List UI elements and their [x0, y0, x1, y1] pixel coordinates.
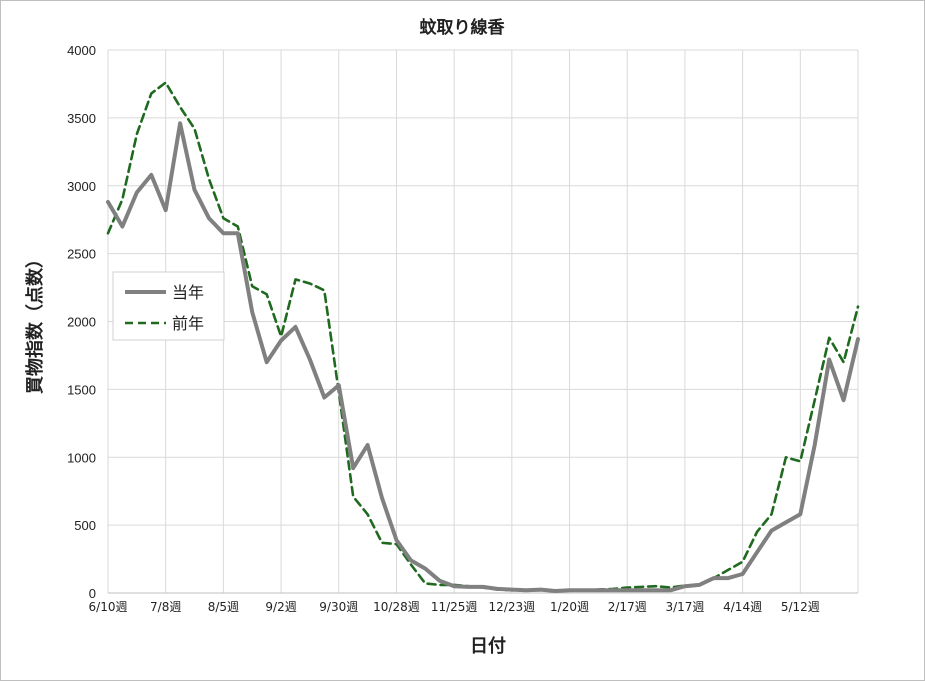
gridlines	[107, 49, 859, 594]
x-tick-label: 1/20週	[550, 600, 589, 614]
legend: 当年 前年	[112, 271, 225, 341]
x-tick-label: 8/5週	[208, 600, 239, 614]
x-tick-label: 12/23週	[489, 600, 536, 614]
y-tick-label: 3500	[67, 111, 96, 126]
x-tick-label: 2/17週	[608, 600, 647, 614]
y-tick-label: 1000	[67, 450, 96, 465]
y-tick-label: 4000	[67, 43, 96, 58]
y-tick-label: 500	[74, 518, 96, 533]
x-tick-label: 7/8週	[150, 600, 181, 614]
x-tick-label: 6/10週	[89, 600, 128, 614]
x-tick-labels: 6/10週 7/8週 8/5週 9/2週 9/30週 10/28週 11/25週 12/23週…	[89, 600, 820, 614]
x-tick-label: 11/25週	[431, 600, 478, 614]
x-tick-label: 9/30週	[319, 600, 358, 614]
series-lines	[106, 81, 860, 593]
y-axis-label: 買物指数（点数）	[24, 250, 46, 394]
y-tick-label: 1500	[67, 382, 96, 397]
legend-label-current-year: 当年	[172, 283, 204, 302]
x-tick-label: 5/12週	[781, 600, 820, 614]
x-axis-label: 日付	[470, 635, 506, 657]
x-tick-label: 4/14週	[723, 600, 762, 614]
x-tick-label: 10/28週	[373, 600, 420, 614]
series-line-current-year	[106, 121, 860, 593]
y-tick-label: 2500	[67, 247, 96, 262]
legend-label-previous-year: 前年	[172, 314, 204, 333]
x-tick-label: 3/17週	[665, 600, 704, 614]
y-tick-label: 2000	[67, 315, 96, 330]
chart-title: 蚊取り線香	[420, 17, 505, 38]
legend-box	[112, 271, 225, 341]
y-tick-label: 3000	[67, 179, 96, 194]
y-tick-label: 0	[89, 586, 96, 601]
y-tick-labels: 0 500 1000 1500 2000 2500 3000 3500 4000	[67, 43, 96, 601]
x-tick-label: 9/2週	[265, 600, 296, 614]
